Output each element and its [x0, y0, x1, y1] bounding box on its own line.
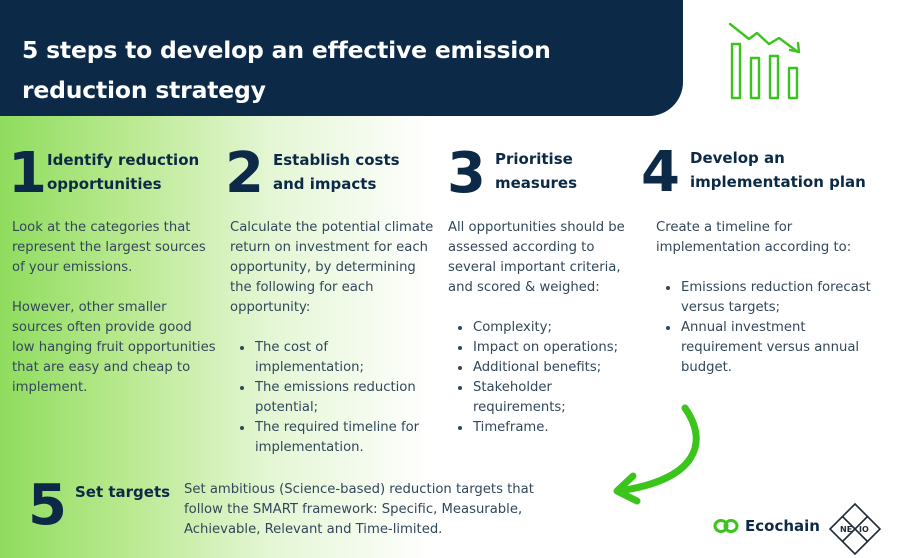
step-3-paragraph: All opportunities should be assessed acc… — [448, 220, 625, 295]
list-item: The emissions reduction potential; — [254, 378, 434, 418]
step-2-paragraph: Calculate the potential climate return o… — [230, 220, 434, 315]
nexio-logo-icon: NE IO — [828, 502, 882, 556]
step-2-title: Establish costs and impacts — [273, 151, 400, 193]
title-banner: 5 steps to develop an effective emission… — [0, 0, 683, 116]
ecochain-wordmark: Ecochain — [745, 517, 820, 535]
step-4-title: Develop an implementation plan — [690, 149, 866, 191]
list-item: Timeframe. — [472, 418, 638, 438]
step-3-title: Prioritise measures — [495, 150, 578, 192]
step-5-paragraph: Set ambitious (Science-based) reduction … — [184, 482, 534, 537]
step-2-number: 2 — [225, 141, 264, 206]
step-5-body: Set ambitious (Science-based) reduction … — [184, 480, 569, 540]
step-1-number: 1 — [8, 141, 47, 206]
step-5-title: Set targets — [75, 483, 171, 501]
step-4-body: Create a timeline for implementation acc… — [656, 218, 871, 378]
list-item: The cost of implementation; — [254, 338, 434, 378]
step-2-bullet-list: The cost of implementation; The emission… — [230, 338, 434, 458]
step-5-number: 5 — [28, 473, 67, 538]
step-3-body: All opportunities should be assessed acc… — [448, 218, 638, 438]
step-3-bullet-list: Complexity; Impact on operations; Additi… — [448, 318, 638, 438]
step-4-bullet-list: Emissions reduction forecast versus targ… — [656, 278, 871, 378]
svg-text:NE: NE — [840, 525, 852, 534]
step-1-paragraph-1: Look at the categories that represent th… — [12, 220, 206, 275]
step-3-number: 3 — [447, 141, 486, 206]
list-item: The required timeline for implementation… — [254, 418, 434, 458]
declining-bar-chart-icon — [728, 22, 801, 100]
svg-text:IO: IO — [859, 525, 869, 534]
curved-arrow-icon — [613, 404, 700, 505]
step-1-title: Identify reduction opportunities — [47, 151, 200, 193]
step-1-paragraph-2: However, other smaller sources often pro… — [12, 300, 216, 395]
list-item: Stakeholder requirements; — [472, 378, 638, 418]
ecochain-logo: Ecochain — [713, 515, 820, 537]
page-title: 5 steps to develop an effective emission… — [22, 36, 551, 104]
list-item: Emissions reduction forecast versus targ… — [680, 278, 871, 318]
step-4-number: 4 — [641, 140, 680, 205]
ecochain-logo-icon — [713, 519, 739, 533]
list-item: Annual investment requirement versus ann… — [680, 318, 871, 378]
step-1-body: Look at the categories that represent th… — [12, 218, 217, 398]
list-item: Impact on operations; — [472, 338, 638, 358]
list-item: Additional benefits; — [472, 358, 638, 378]
list-item: Complexity; — [472, 318, 638, 338]
step-2-body: Calculate the potential climate return o… — [230, 218, 434, 458]
step-4-paragraph: Create a timeline for implementation acc… — [656, 220, 852, 255]
